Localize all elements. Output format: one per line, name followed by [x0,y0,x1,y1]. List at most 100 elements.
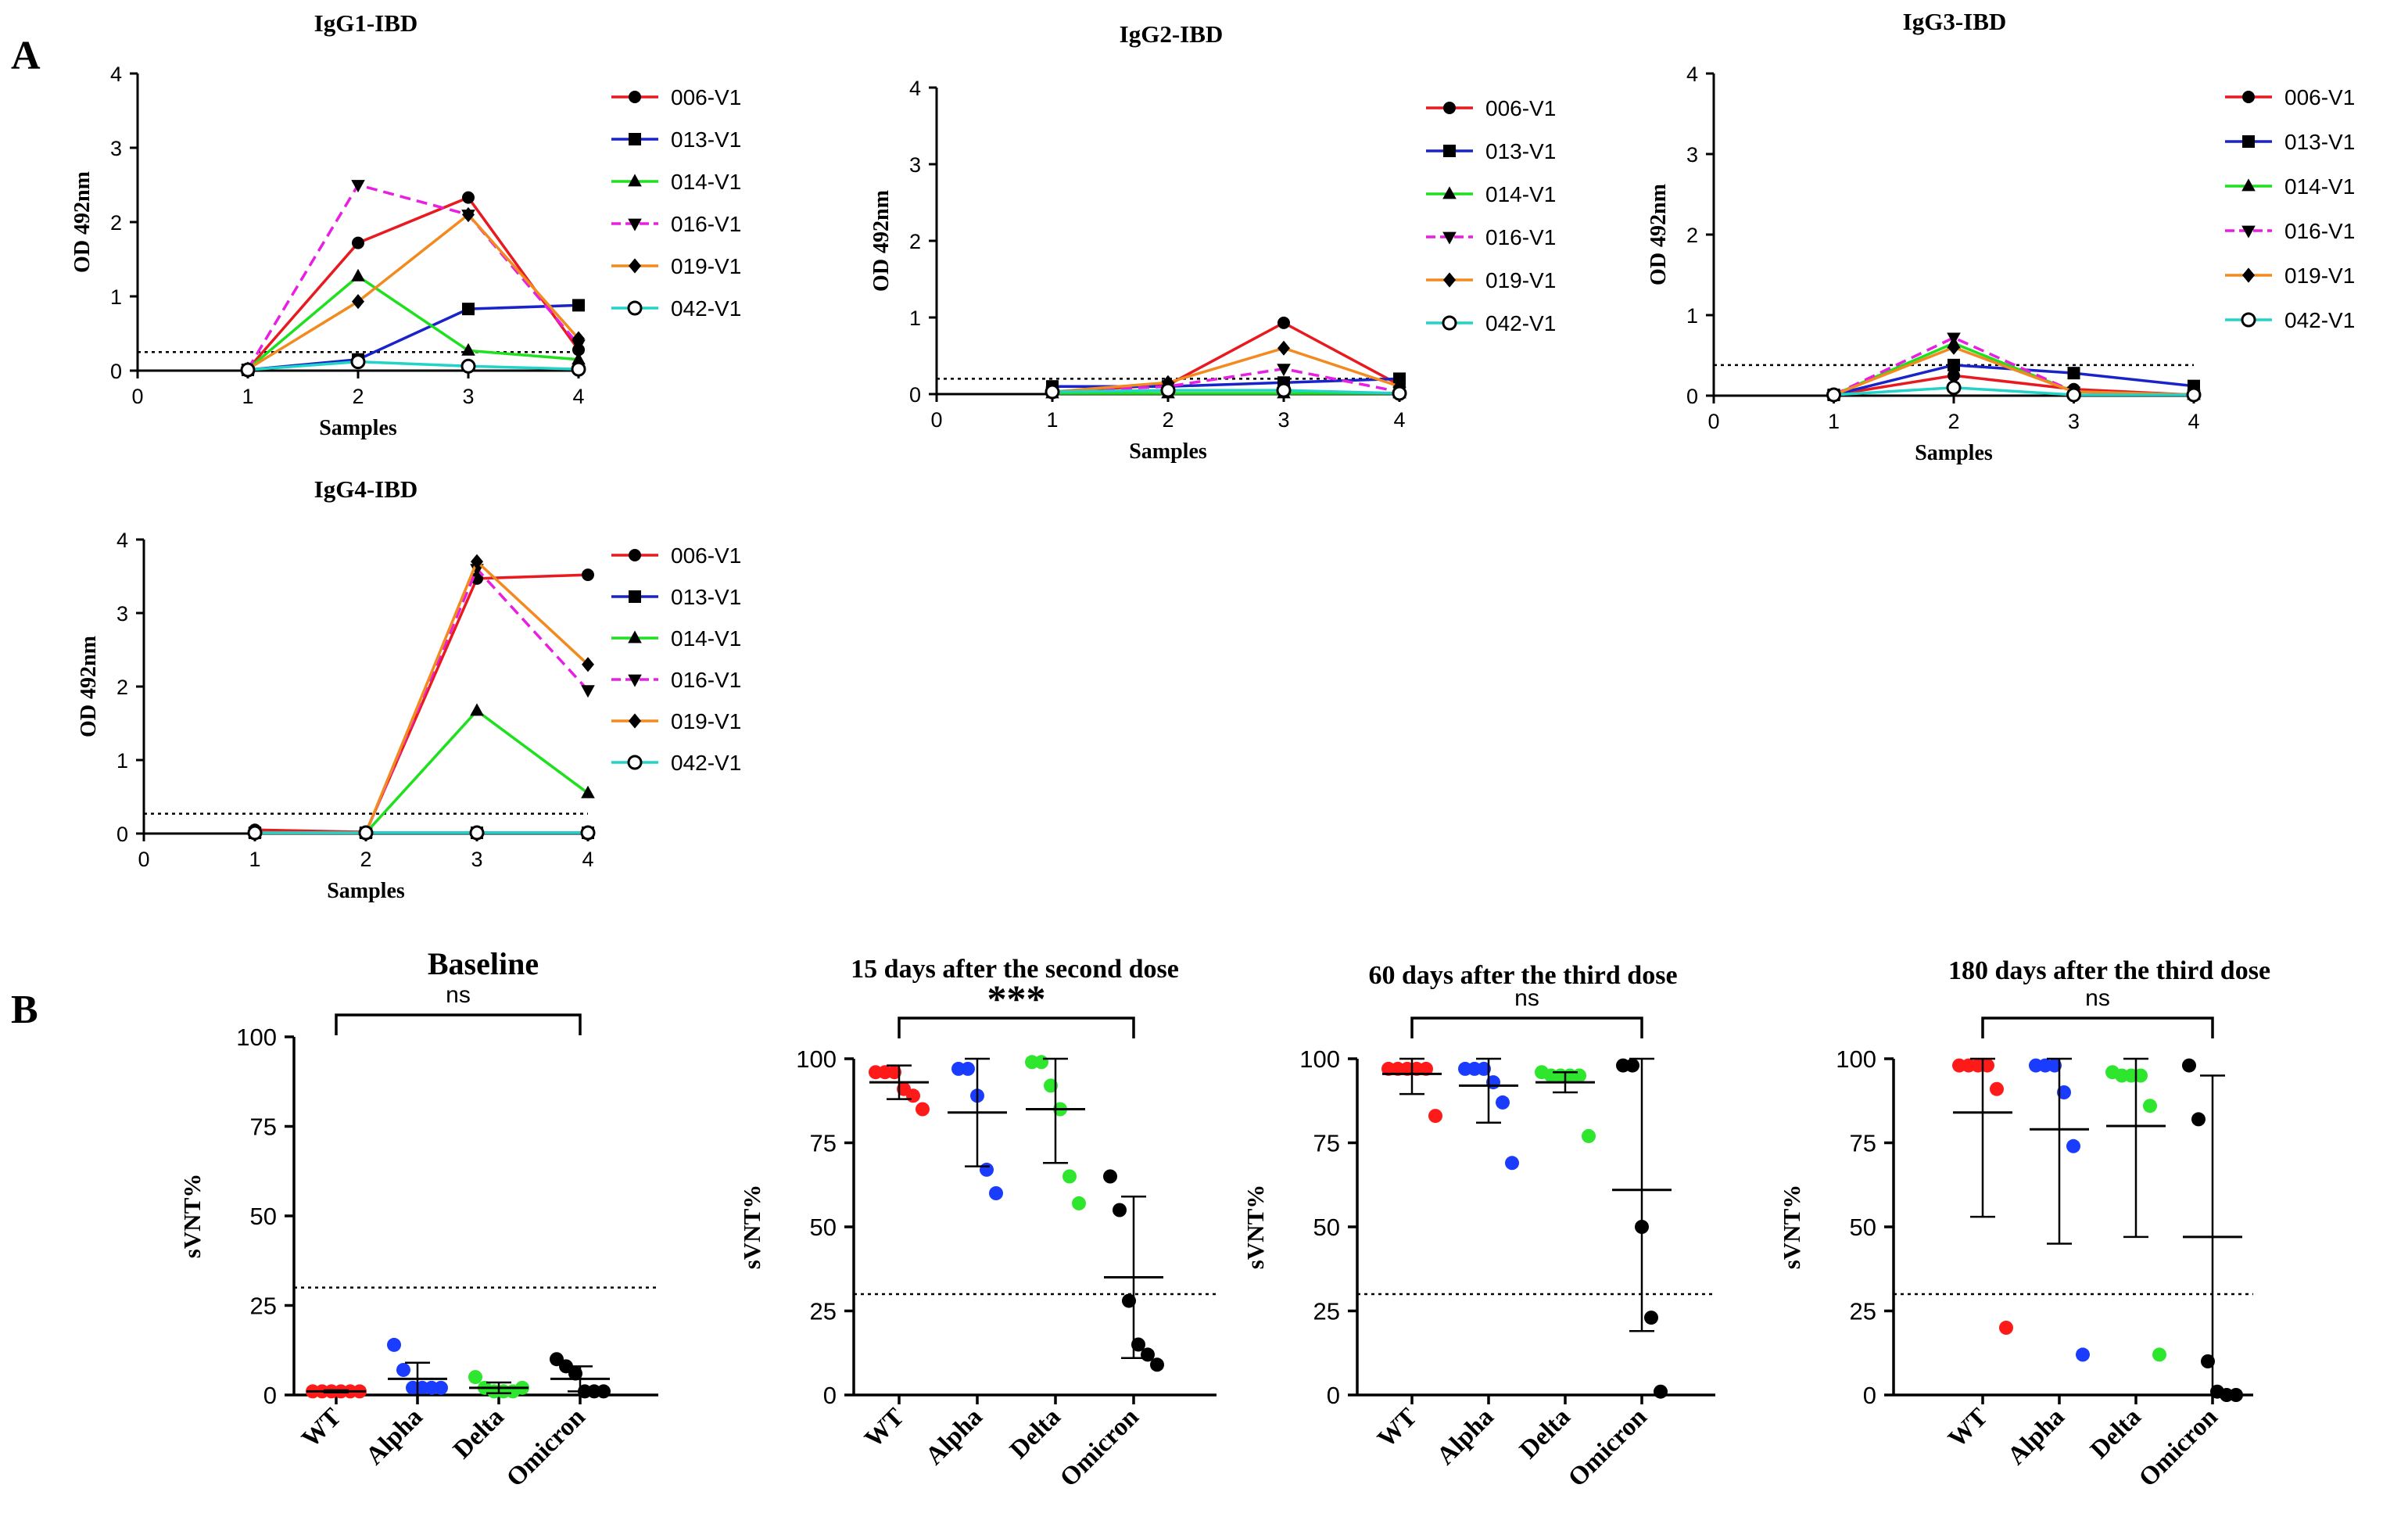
y-axis-label: sVNT% [1778,1185,1805,1270]
data-point-042-V1 [460,358,476,374]
chart-title: IgG3-IBD [1903,8,2007,35]
y-tick-label: 2 [909,230,921,253]
x-axis-label: Samples [319,416,397,440]
y-tick-label: 1 [110,285,122,309]
data-point-Delta [2143,1099,2157,1113]
data-point-Alpha [989,1186,1003,1200]
data-point-014-V1 [581,785,595,798]
legend-marker-013-V1 [629,590,641,603]
data-point-WT [916,1102,930,1117]
y-tick-label: 25 [250,1293,277,1320]
y-tick-label: 3 [110,137,122,160]
y-tick-label: 50 [250,1203,277,1230]
y-tick-label: 0 [1327,1382,1340,1409]
data-point-013-V1 [1393,372,1406,385]
legend-marker-006-V1 [1443,102,1456,114]
data-point-042-V1 [1946,380,1962,396]
x-tick-label: 3 [2068,410,2080,433]
data-point-016-V1 [581,685,595,698]
category-label-Alpha: Alpha [1432,1403,1499,1470]
chart-title: 60 days after the third dose [1368,961,1677,990]
data-point-042-V1 [1276,382,1292,398]
y-tick-label: 50 [1850,1214,1876,1241]
legend-label-042-V1: 042-V1 [1485,311,1556,335]
legend-marker-019-V1 [1443,272,1456,288]
series-line-016-V1 [1833,335,2195,396]
legend-marker-042-V1 [1442,315,1457,331]
legend-label-019-V1: 019-V1 [1485,268,1556,292]
category-label-Delta: Delta [448,1403,510,1465]
legend-marker-019-V1 [629,258,641,274]
legend-marker-006-V1 [629,91,641,103]
x-tick-label: 3 [462,385,474,408]
chart-title: 180 days after the third dose [1948,956,2270,985]
data-point-Omicron [1654,1384,1668,1399]
data-point-013-V1 [2067,367,2080,380]
data-point-Omicron [1131,1337,1145,1352]
data-point-019-V1 [1162,375,1174,390]
x-tick-label: 2 [352,385,364,408]
y-axis-label: sVNT% [178,1174,206,1259]
y-tick-label: 75 [1313,1130,1340,1157]
y-tick-label: 0 [823,1382,837,1409]
x-tick-label: 3 [471,848,482,871]
significance-label: *** [987,977,1046,1020]
significance-bracket [1410,1017,1643,1038]
data-point-Alpha [387,1337,401,1352]
y-tick-label: 75 [250,1113,277,1141]
category-label-Delta: Delta [2085,1403,2147,1465]
y-tick-label: 2 [110,211,122,235]
legend-marker-016-V1 [2241,225,2256,238]
data-point-Omicron [597,1384,611,1399]
legend-marker-013-V1 [1443,145,1456,157]
data-point-016-V1 [351,180,365,193]
data-point-013-V1 [462,303,475,316]
chart-title: Baseline [428,946,539,981]
y-tick-label: 3 [1686,143,1698,167]
series-line-042-V1 [1052,389,1400,395]
data-point-WT [1990,1081,2004,1096]
x-tick-label: 4 [2188,410,2199,433]
data-point-019-V1 [1277,340,1290,356]
y-tick-label: 100 [1299,1045,1340,1073]
data-point-019-V1 [582,657,594,672]
x-tick-label: 2 [1162,408,1174,432]
y-tick-label: 0 [110,360,122,383]
legend-label-013-V1: 013-V1 [1485,139,1556,163]
category-label-Omicron: Omicron [1563,1403,1652,1492]
legend-label-013-V1: 013-V1 [671,127,741,152]
data-point-006-V1 [582,568,594,582]
data-point-Omicron [2182,1058,2196,1073]
legend-marker-006-V1 [629,549,641,561]
x-tick-label: 2 [1948,410,1959,433]
y-tick-label: 25 [810,1298,837,1325]
legend-label-042-V1: 042-V1 [671,751,741,775]
data-point-042-V1 [2066,387,2081,403]
legend-marker-042-V1 [2241,312,2256,328]
chart-title: 15 days after the second dose [851,955,1179,984]
legend-marker-013-V1 [2242,135,2255,148]
legend-label-013-V1: 013-V1 [2284,130,2355,154]
data-point-042-V1 [571,361,586,377]
data-point-Alpha [1505,1156,1519,1171]
y-tick-label: 100 [236,1024,277,1051]
category-label-Omicron: Omicron [501,1403,590,1492]
x-tick-label: 0 [1707,410,1719,433]
x-tick-label: 1 [249,848,260,871]
series-line-006-V1 [254,573,589,834]
data-point-Delta [1062,1169,1077,1184]
data-point-Omicron [1122,1293,1136,1308]
y-tick-label: 75 [810,1130,837,1157]
x-tick-label: 4 [1393,408,1405,432]
chart-title: IgG4-IBD [314,475,418,503]
data-point-006-V1 [471,572,483,585]
charts-layer: IgG1-IBD 0 1 2 3 4 0 1 2 3 4 Samples OD 492nm 006-V1 0… [70,8,2355,1493]
significance-bracket [898,1017,1135,1038]
data-point-Delta [1072,1196,1086,1210]
legend-marker-042-V1 [627,300,643,316]
data-point-Alpha [396,1362,410,1377]
series-line-042-V1 [1833,385,2194,396]
line-chart-4: IgG4-IBD 0 1 2 3 4 0 1 2 3 4 Samples OD 492nm 006-V1 0… [77,475,741,903]
category-label-WT: WT [1372,1403,1422,1453]
data-point-019-V1 [1948,339,1960,355]
